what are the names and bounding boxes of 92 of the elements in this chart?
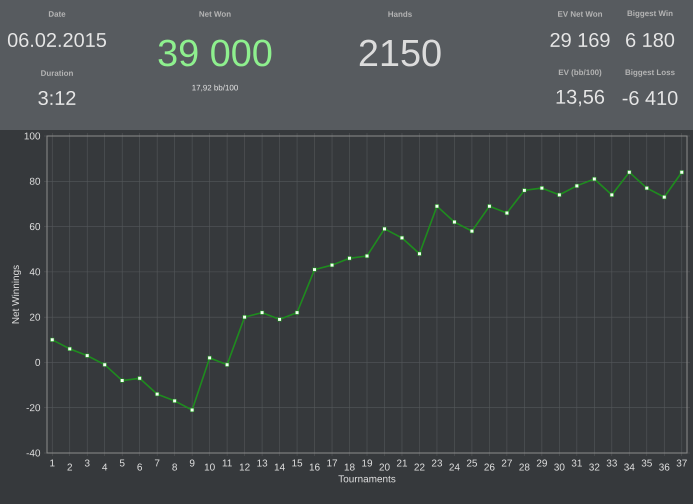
x-tick-label: 12: [240, 464, 250, 470]
x-tick-label: 33: [606, 460, 617, 467]
point: [260, 310, 264, 315]
x-tick-label: 28: [519, 464, 530, 471]
y-tick-label: -20: [26, 404, 40, 412]
point: [434, 204, 440, 208]
x-tick-label: 10: [204, 464, 215, 471]
point: [364, 254, 370, 258]
x-tick-label: 8: [172, 464, 177, 471]
point: [452, 220, 457, 224]
point: [68, 346, 72, 351]
point: [277, 317, 282, 322]
point: [155, 392, 160, 396]
point: [312, 267, 317, 272]
x-tick-label: 30: [554, 464, 565, 471]
point: [504, 210, 509, 216]
point: [85, 354, 90, 358]
x-tick-label: 21: [396, 460, 408, 466]
x-tick-label: 3: [84, 460, 90, 467]
point: [102, 362, 107, 367]
point: [680, 170, 684, 174]
x-tick-label: 32: [589, 464, 600, 471]
x-tick-label: 22: [414, 464, 425, 470]
y-tick-label: 40: [30, 268, 40, 276]
point: [242, 315, 247, 320]
y-tick-label: -40: [26, 449, 40, 457]
y-tick-label: 80: [30, 178, 40, 185]
x-tick-label: 17: [327, 460, 338, 466]
x-tick-label: 26: [484, 464, 495, 471]
text: 39 000: [158, 40, 272, 66]
point: [662, 195, 666, 200]
text: -6 410: [622, 90, 678, 106]
text: 29 169: [550, 32, 610, 48]
x-tick-label: 4: [102, 464, 108, 470]
point: [400, 236, 404, 240]
y-axis-title: Net Winnings: [12, 265, 22, 324]
x-tick-label: 36: [659, 464, 670, 471]
point: [540, 186, 544, 190]
x-tick-label: 37: [676, 460, 687, 467]
point: [557, 192, 562, 197]
x-tick-label: 13: [257, 460, 268, 467]
point: [294, 310, 300, 315]
x-tick-label: 19: [362, 460, 372, 467]
point: [120, 378, 124, 383]
text: 2150: [360, 40, 441, 66]
point: [225, 362, 230, 367]
x-tick-label: 24: [449, 464, 460, 470]
text: 6 180: [626, 32, 674, 48]
x-tick-label: 25: [466, 460, 478, 467]
x-tick-label: 23: [432, 460, 442, 467]
point: [644, 186, 649, 190]
x-tick-label: 5: [120, 460, 125, 466]
x-tick-label: 29: [536, 460, 547, 467]
x-tick-label: 11: [222, 460, 232, 466]
point: [522, 188, 526, 192]
x-tick-label: 27: [502, 460, 512, 466]
x-tick-label: 6: [137, 464, 142, 471]
x-axis-title: Tournaments: [338, 475, 396, 482]
point: [417, 252, 422, 256]
point: [592, 176, 596, 182]
x-tick-label: 9: [190, 460, 194, 467]
point: [50, 338, 54, 342]
y-tick-label: 60: [30, 223, 40, 230]
x-tick-label: 20: [379, 464, 390, 471]
x-tick-label: 35: [642, 460, 652, 467]
text: 06.02.2015: [8, 32, 106, 48]
text: 13,56: [556, 90, 604, 106]
x-tick-label: 34: [624, 464, 635, 471]
x-tick-label: 14: [274, 464, 285, 470]
point: [190, 408, 194, 412]
point: [347, 256, 352, 260]
point: [470, 229, 474, 234]
x-tick-label: 2: [67, 464, 72, 470]
point: [208, 356, 212, 360]
point: [382, 226, 387, 231]
point: [574, 184, 579, 188]
point: [330, 262, 334, 268]
point: [627, 170, 632, 174]
x-tick-label: 1: [50, 460, 55, 466]
y-tick-label: 100: [24, 132, 40, 140]
point: [138, 376, 142, 380]
y-tick-label: 20: [30, 314, 40, 321]
x-tick-label: 18: [344, 464, 355, 471]
x-tick-label: 31: [572, 460, 582, 467]
x-tick-label: 7: [154, 460, 160, 466]
x-tick-label: 16: [310, 464, 320, 471]
text: 3:12: [38, 90, 76, 106]
point: [172, 398, 177, 404]
point: [610, 192, 614, 197]
point: [487, 204, 492, 208]
x-tick-label: 15: [292, 460, 302, 466]
y-tick-label: 0: [35, 358, 40, 366]
